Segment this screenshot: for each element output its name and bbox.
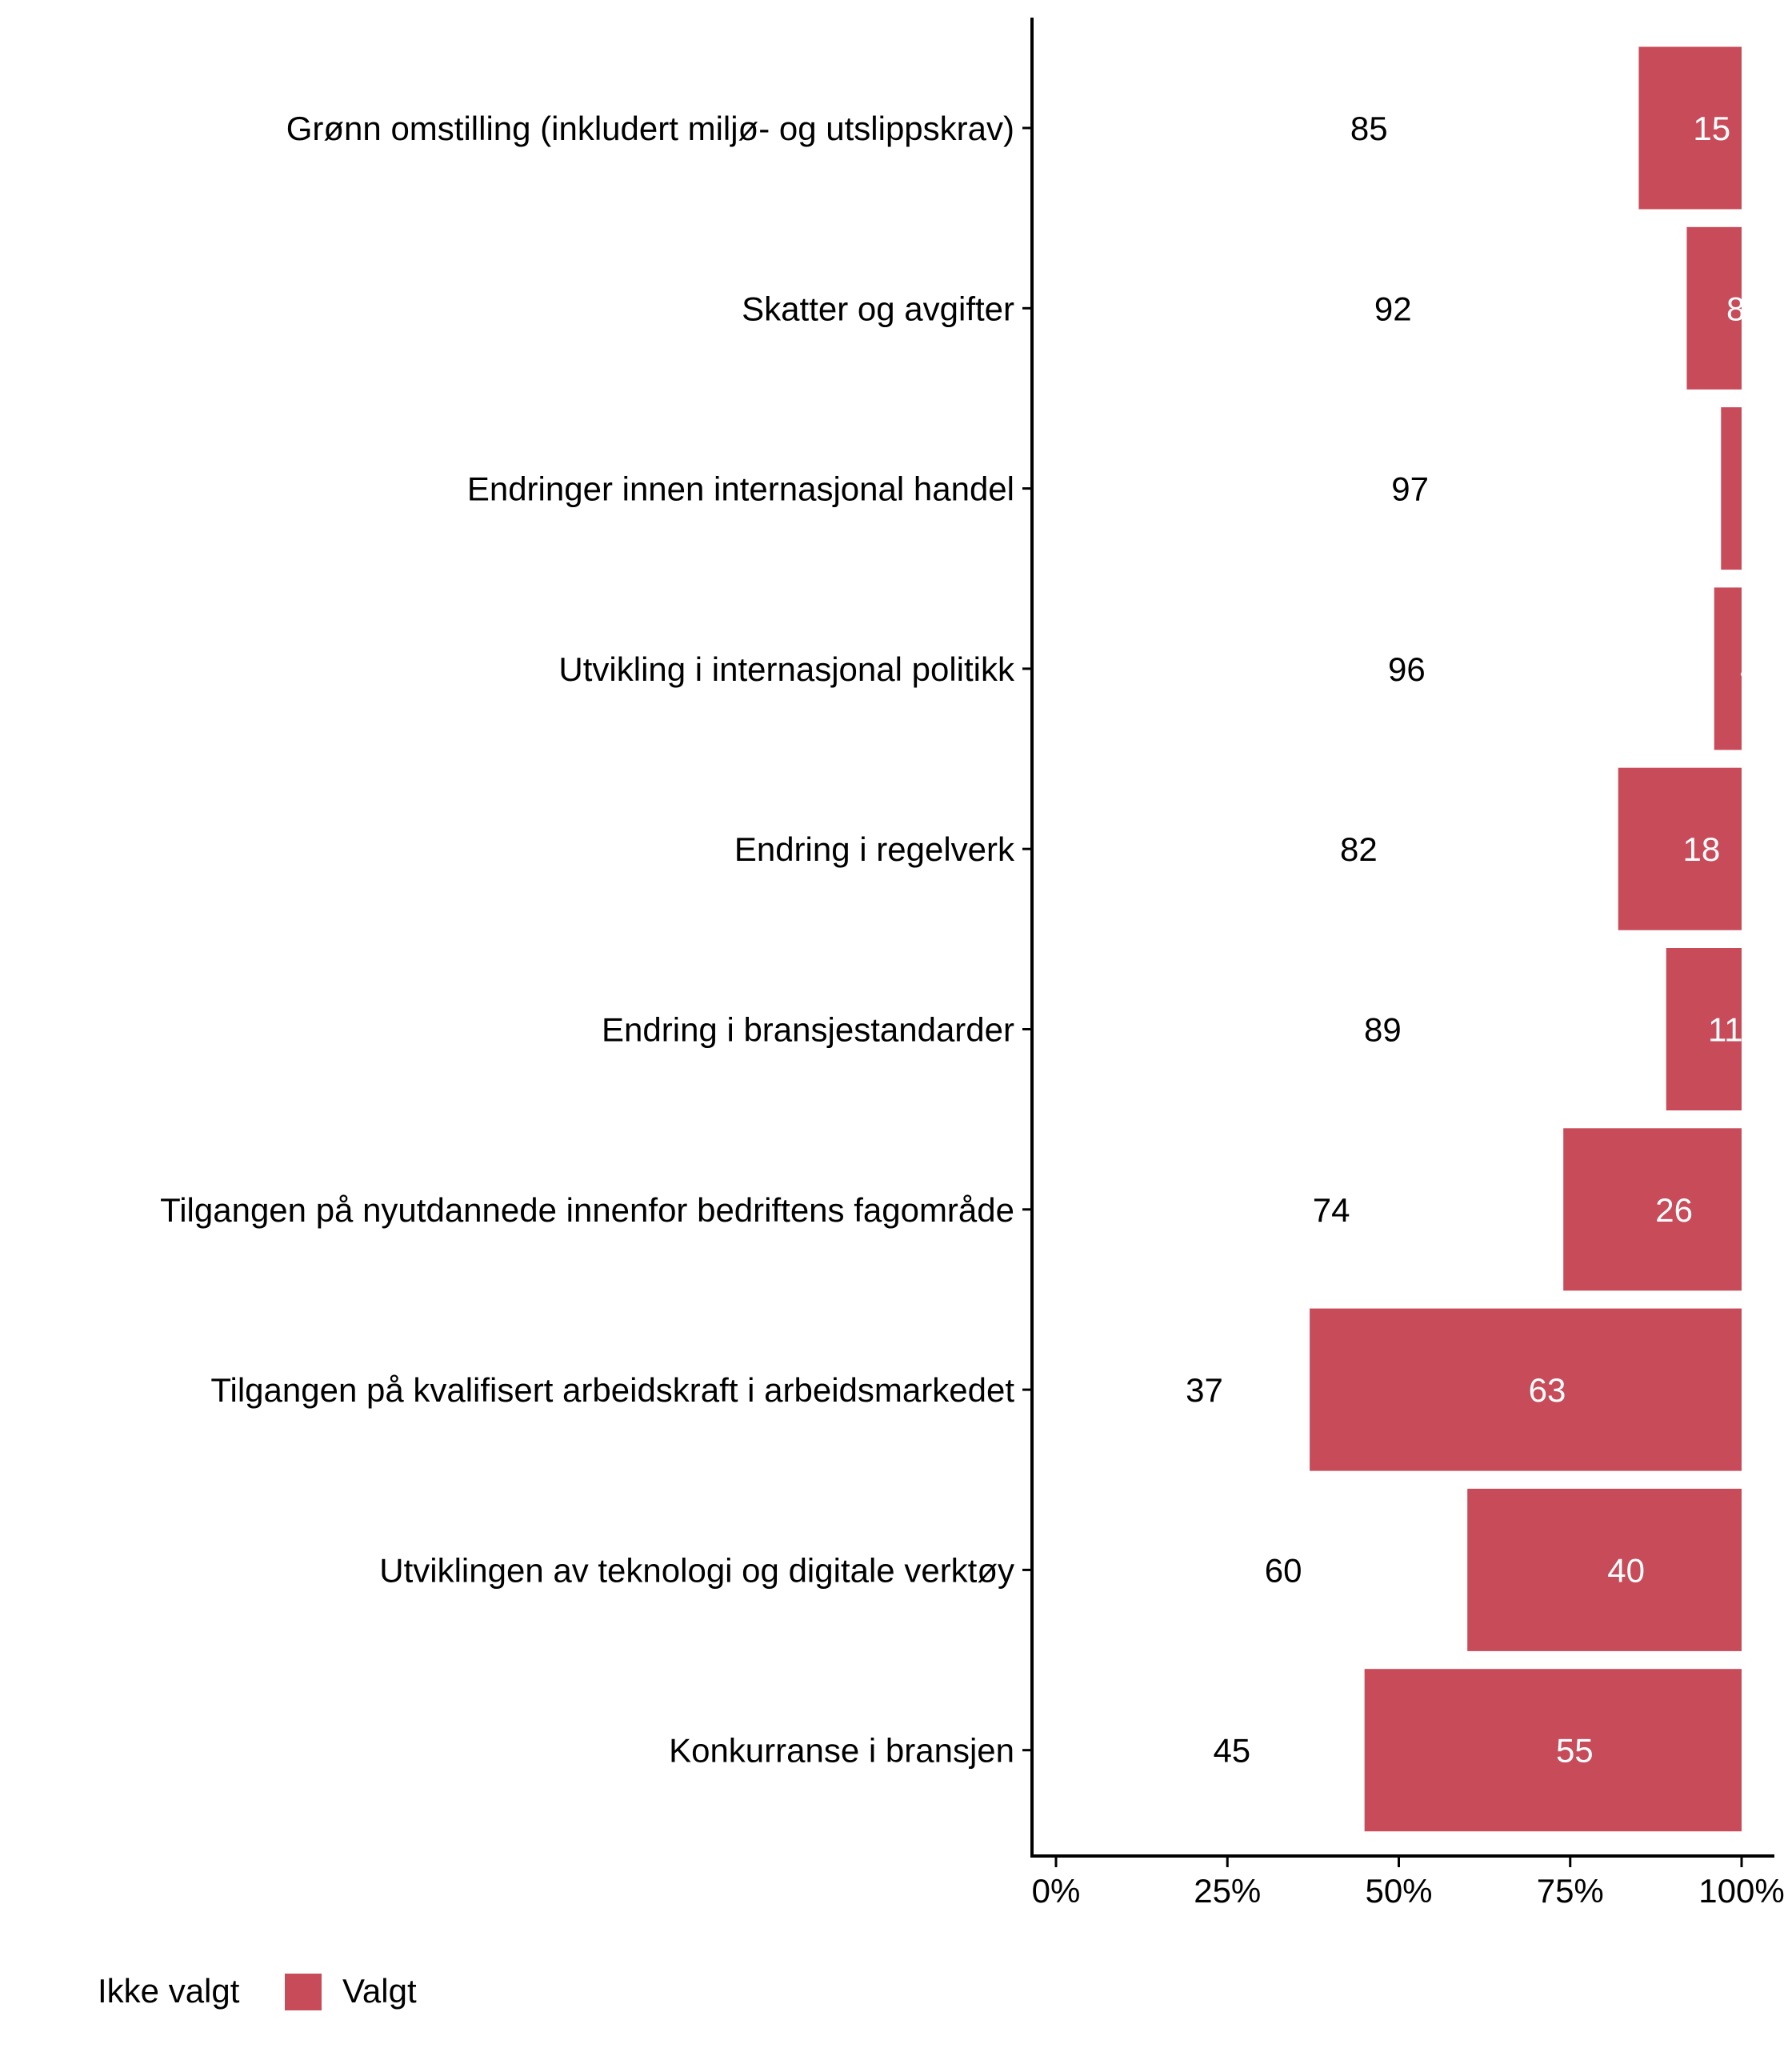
data-label-ikke-valgt: 85 [1350, 110, 1388, 147]
x-tick-label: 75% [1537, 1872, 1604, 1910]
bar-valgt [1467, 1488, 1742, 1651]
bar-valgt [1563, 1128, 1742, 1291]
data-label-ikke-valgt: 82 [1340, 830, 1378, 868]
legend-key-valgt [285, 1974, 322, 2010]
data-label-valgt: 15 [1693, 110, 1730, 147]
legend: Ikke valgt Valgt [98, 1972, 417, 2010]
bars-layer [1310, 46, 1742, 1832]
y-tick-label: Skatter og avgifter [742, 290, 1014, 327]
y-tick-label: Konkurranse i bransjen [669, 1732, 1014, 1770]
y-tick-label: Endring i bransjestandarder [602, 1011, 1014, 1049]
legend-label-valgt: Valgt [342, 1972, 417, 2010]
bar-valgt [1310, 1308, 1742, 1471]
data-label-valgt: 18 [1683, 830, 1721, 868]
y-tick-label: Endring i regelverk [734, 830, 1015, 868]
bar-valgt [1666, 948, 1742, 1110]
legend-label-ikke-valgt: Ikke valgt [98, 1972, 240, 2010]
bar-valgt [1686, 226, 1742, 390]
data-label-valgt: 8 [1726, 290, 1745, 327]
y-tick-label: Tilgangen på nyutdannede innenfor bedrif… [160, 1191, 1014, 1229]
x-tick-label: 100% [1698, 1872, 1784, 1910]
data-label-valgt: 11 [1708, 1011, 1743, 1049]
x-tick-label: 25% [1194, 1872, 1261, 1910]
y-tick-label: Tilgangen på kvalifisert arbeidskraft i … [210, 1371, 1014, 1409]
bar-valgt [1364, 1669, 1742, 1832]
data-label-valgt: 4 [1740, 650, 1758, 688]
y-tick-label: Utvikling i internasjonal politikk [558, 650, 1015, 688]
data-label-ikke-valgt: 89 [1364, 1011, 1402, 1049]
bar-valgt [1714, 587, 1742, 750]
x-tick-label: 50% [1365, 1872, 1432, 1910]
data-label-ikke-valgt: 45 [1213, 1732, 1250, 1770]
x-axis-ticks: 0% 25% 50% 75% 100% [1032, 1856, 1785, 1910]
data-label-ikke-valgt: 74 [1313, 1191, 1350, 1229]
data-labels-layer: 85 15 92 8 97 3 96 4 82 18 89 11 74 26 37 63 60 40 45 55 [1186, 110, 1762, 1770]
data-label-ikke-valgt: 37 [1186, 1371, 1223, 1409]
y-tick-label: Endringer innen internasjonal handel [467, 470, 1014, 508]
data-label-valgt: 55 [1556, 1732, 1594, 1770]
bar-valgt [1721, 407, 1742, 570]
data-label-valgt: 40 [1607, 1551, 1645, 1589]
data-label-ikke-valgt: 97 [1391, 470, 1429, 508]
data-label-ikke-valgt: 60 [1265, 1551, 1302, 1589]
bar-valgt [1618, 767, 1742, 930]
bar-valgt [1638, 46, 1742, 210]
y-tick-label: Grønn omstilling (inkludert miljø- og ut… [286, 110, 1014, 147]
x-tick-label: 0% [1032, 1872, 1081, 1910]
data-label-valgt: 63 [1529, 1371, 1566, 1409]
y-axis-labels: Grønn omstilling (inkludert miljø- og ut… [160, 110, 1032, 1770]
data-label-valgt: 26 [1655, 1191, 1693, 1229]
y-tick-label: Utviklingen av teknologi og digitale ver… [379, 1551, 1014, 1589]
data-label-ikke-valgt: 96 [1388, 650, 1426, 688]
data-label-valgt: 3 [1743, 470, 1762, 508]
data-label-ikke-valgt: 92 [1374, 290, 1412, 327]
